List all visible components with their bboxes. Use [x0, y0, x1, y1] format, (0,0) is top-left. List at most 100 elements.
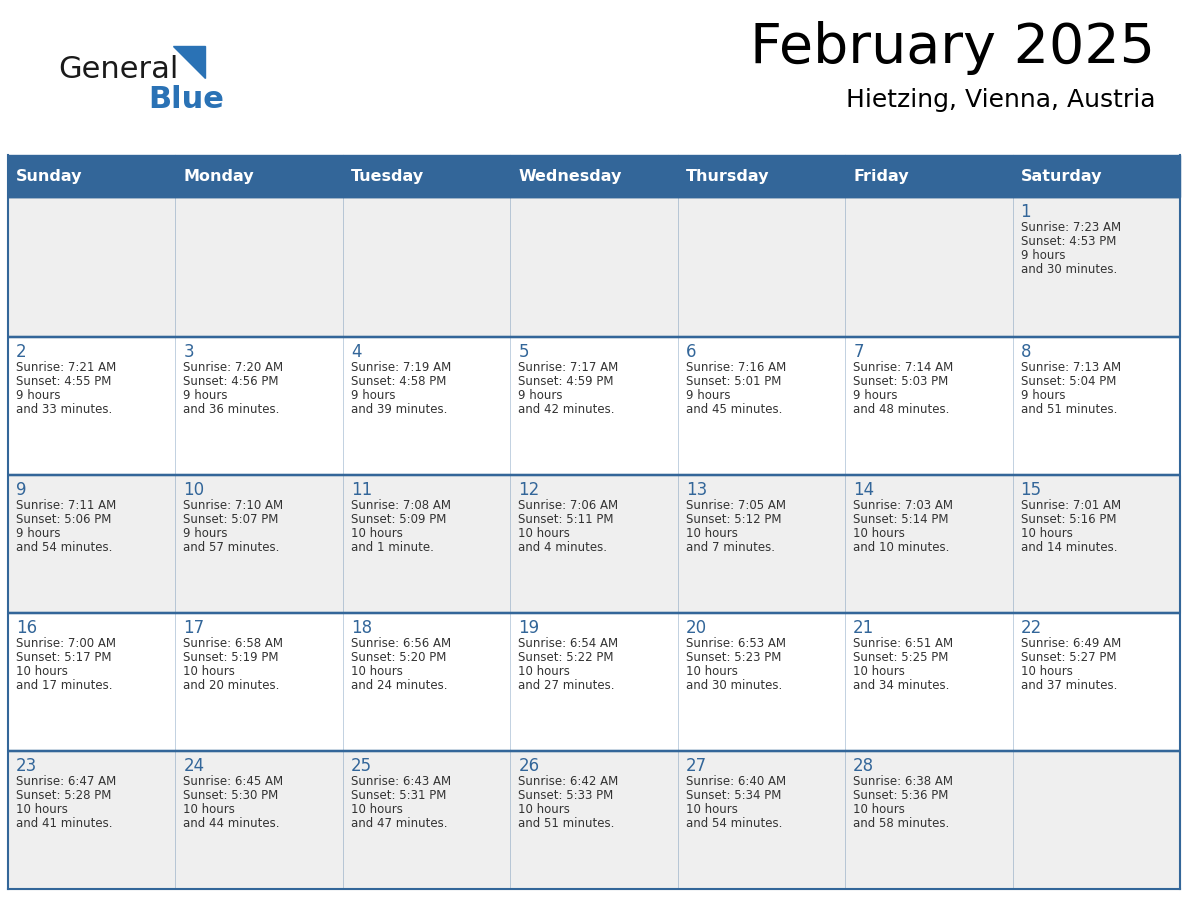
Text: and 39 minutes.: and 39 minutes. [350, 403, 447, 416]
Text: 14: 14 [853, 481, 874, 499]
Text: 9 hours: 9 hours [853, 389, 898, 402]
Text: 11: 11 [350, 481, 372, 499]
Text: Sunrise: 7:01 AM: Sunrise: 7:01 AM [1020, 499, 1120, 512]
Text: Sunset: 4:53 PM: Sunset: 4:53 PM [1020, 235, 1116, 248]
Text: Sunset: 5:25 PM: Sunset: 5:25 PM [853, 651, 948, 664]
Bar [8, 337, 176, 475]
Text: and 27 minutes.: and 27 minutes. [518, 679, 614, 692]
Text: 10 hours: 10 hours [685, 527, 738, 540]
Text: Saturday: Saturday [1020, 169, 1102, 184]
Text: and 54 minutes.: and 54 minutes. [15, 541, 113, 554]
Text: Sunset: 5:31 PM: Sunset: 5:31 PM [350, 789, 447, 802]
Text: Thursday: Thursday [685, 169, 769, 184]
Text: 10 hours: 10 hours [1020, 527, 1073, 540]
Text: Sunset: 5:07 PM: Sunset: 5:07 PM [183, 513, 279, 526]
Text: Sunday: Sunday [15, 169, 82, 184]
Text: 4: 4 [350, 343, 361, 361]
Text: Sunset: 5:03 PM: Sunset: 5:03 PM [853, 375, 948, 388]
Bar [511, 751, 677, 889]
Text: Sunset: 5:28 PM: Sunset: 5:28 PM [15, 789, 112, 802]
Text: Sunset: 5:16 PM: Sunset: 5:16 PM [1020, 513, 1116, 526]
Text: 9: 9 [15, 481, 26, 499]
Text: and 42 minutes.: and 42 minutes. [518, 403, 614, 416]
Text: 10 hours: 10 hours [853, 665, 905, 678]
Text: Sunrise: 7:06 AM: Sunrise: 7:06 AM [518, 499, 619, 512]
Text: 10 hours: 10 hours [685, 665, 738, 678]
Text: Sunrise: 6:38 AM: Sunrise: 6:38 AM [853, 775, 953, 788]
Text: Sunset: 4:56 PM: Sunset: 4:56 PM [183, 375, 279, 388]
Text: 28: 28 [853, 757, 874, 775]
Bar [343, 475, 511, 613]
Bar [176, 337, 343, 475]
Text: and 30 minutes.: and 30 minutes. [1020, 263, 1117, 276]
Text: and 24 minutes.: and 24 minutes. [350, 679, 448, 692]
Bar [8, 475, 176, 613]
Bar [677, 475, 845, 613]
Text: 5: 5 [518, 343, 529, 361]
Text: and 10 minutes.: and 10 minutes. [853, 541, 949, 554]
Text: 27: 27 [685, 757, 707, 775]
Bar [677, 613, 845, 751]
Text: Sunrise: 7:05 AM: Sunrise: 7:05 AM [685, 499, 785, 512]
Bar [176, 197, 343, 337]
Text: 10 hours: 10 hours [183, 803, 235, 816]
Text: 8: 8 [1020, 343, 1031, 361]
Text: Sunrise: 7:00 AM: Sunrise: 7:00 AM [15, 637, 116, 650]
Text: and 44 minutes.: and 44 minutes. [183, 817, 280, 830]
Text: Sunset: 5:33 PM: Sunset: 5:33 PM [518, 789, 613, 802]
Bar [677, 751, 845, 889]
Text: Sunset: 5:23 PM: Sunset: 5:23 PM [685, 651, 781, 664]
Text: Sunset: 4:58 PM: Sunset: 4:58 PM [350, 375, 447, 388]
Bar [176, 751, 343, 889]
Text: Sunrise: 7:14 AM: Sunrise: 7:14 AM [853, 361, 954, 374]
Polygon shape [173, 46, 206, 78]
Text: Hietzing, Vienna, Austria: Hietzing, Vienna, Austria [846, 88, 1155, 112]
Text: Sunrise: 6:45 AM: Sunrise: 6:45 AM [183, 775, 284, 788]
Bar [511, 613, 677, 751]
Text: Sunrise: 6:40 AM: Sunrise: 6:40 AM [685, 775, 785, 788]
Text: 25: 25 [350, 757, 372, 775]
Bar [511, 197, 677, 337]
Text: 9 hours: 9 hours [685, 389, 731, 402]
Text: 9 hours: 9 hours [1020, 249, 1066, 262]
Bar [8, 751, 176, 889]
Text: 10 hours: 10 hours [350, 803, 403, 816]
Text: and 37 minutes.: and 37 minutes. [1020, 679, 1117, 692]
Text: February 2025: February 2025 [750, 21, 1155, 75]
Bar [511, 155, 677, 197]
Text: Sunset: 4:55 PM: Sunset: 4:55 PM [15, 375, 112, 388]
Text: Sunrise: 6:51 AM: Sunrise: 6:51 AM [853, 637, 953, 650]
Text: and 54 minutes.: and 54 minutes. [685, 817, 782, 830]
Text: 10 hours: 10 hours [518, 803, 570, 816]
Text: 10 hours: 10 hours [15, 665, 68, 678]
Text: and 36 minutes.: and 36 minutes. [183, 403, 280, 416]
Text: Wednesday: Wednesday [518, 169, 621, 184]
Text: and 57 minutes.: and 57 minutes. [183, 541, 280, 554]
Text: and 1 minute.: and 1 minute. [350, 541, 434, 554]
Text: Sunrise: 7:08 AM: Sunrise: 7:08 AM [350, 499, 451, 512]
Text: Sunset: 5:19 PM: Sunset: 5:19 PM [183, 651, 279, 664]
Text: Sunset: 5:22 PM: Sunset: 5:22 PM [518, 651, 614, 664]
Text: Sunrise: 7:10 AM: Sunrise: 7:10 AM [183, 499, 284, 512]
Text: and 45 minutes.: and 45 minutes. [685, 403, 782, 416]
Text: Sunrise: 6:58 AM: Sunrise: 6:58 AM [183, 637, 284, 650]
Text: Monday: Monday [183, 169, 254, 184]
Text: 13: 13 [685, 481, 707, 499]
Text: Sunset: 5:11 PM: Sunset: 5:11 PM [518, 513, 614, 526]
Bar [845, 475, 1012, 613]
Bar [8, 613, 176, 751]
Text: 2: 2 [15, 343, 26, 361]
Bar [1012, 751, 1180, 889]
Bar [343, 337, 511, 475]
Text: 10 hours: 10 hours [183, 665, 235, 678]
Text: 9 hours: 9 hours [518, 389, 563, 402]
Text: Sunrise: 7:11 AM: Sunrise: 7:11 AM [15, 499, 116, 512]
Text: and 4 minutes.: and 4 minutes. [518, 541, 607, 554]
Text: and 17 minutes.: and 17 minutes. [15, 679, 113, 692]
Text: 23: 23 [15, 757, 37, 775]
Text: 10 hours: 10 hours [1020, 665, 1073, 678]
Text: Sunrise: 7:03 AM: Sunrise: 7:03 AM [853, 499, 953, 512]
Bar [511, 337, 677, 475]
Text: 12: 12 [518, 481, 539, 499]
Text: Sunset: 5:14 PM: Sunset: 5:14 PM [853, 513, 949, 526]
